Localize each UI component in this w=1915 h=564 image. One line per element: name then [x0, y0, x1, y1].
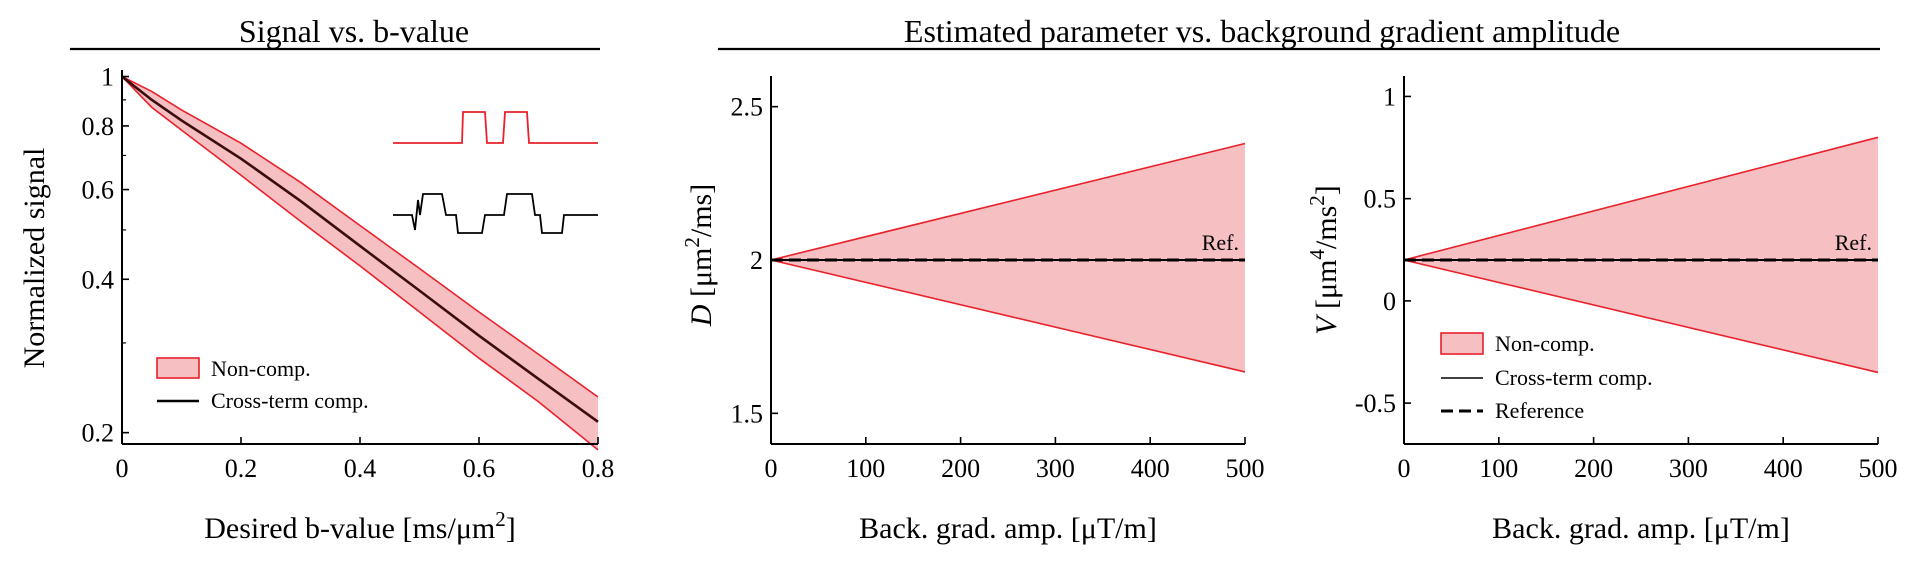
- chart-1: 0 0.2 0.4 0.6 0.80.20.40.60.81: [82, 63, 615, 483]
- x-tick-label: 300: [1669, 454, 1708, 483]
- ref-annotation: Ref.: [1202, 230, 1239, 255]
- waveform-comp: [393, 193, 598, 234]
- y-tick-label: 0.5: [1364, 185, 1397, 214]
- legend-1: Non-comp. Cross-term comp.: [156, 356, 369, 413]
- x-tick-label: 0.8: [582, 454, 615, 483]
- x-tick-label: 500: [1226, 454, 1265, 483]
- y-tick-label: 1: [1383, 82, 1396, 111]
- x-tick-label: 0.6: [463, 454, 496, 483]
- y-tick-label: 0.6: [82, 176, 115, 205]
- y-label-1: Normalized signal: [18, 148, 51, 369]
- band-upper-edge: [121, 75, 599, 398]
- chart-2: Ref. 0 100 200 300 400 500 1.5 2 2.5: [731, 76, 1265, 483]
- y-tick-label: 2: [750, 246, 763, 275]
- x-tick-label: 200: [941, 454, 980, 483]
- y-tick-label: 0.2: [82, 419, 115, 448]
- x-label-2: Back. grad. amp. [μT/m]: [859, 512, 1157, 545]
- legend-label-noncomp: Non-comp.: [1495, 331, 1595, 356]
- waveform-noncomp: [393, 111, 598, 144]
- y-tick-label: 1.5: [731, 399, 764, 428]
- y-label-2: D [μm2/ms]: [680, 184, 718, 327]
- x-tick-label: 100: [1479, 454, 1518, 483]
- x-tick-label: 400: [1764, 454, 1803, 483]
- chart-3: Ref. 0 100 200 300 400 500 -0.5 0 0.5 1: [1355, 76, 1898, 483]
- title-left: Signal vs. b-value: [239, 13, 469, 49]
- band-noncomp: [1404, 137, 1878, 373]
- ref-annotation: Ref.: [1835, 230, 1872, 255]
- x-tick-label: 300: [1036, 454, 1075, 483]
- legend-label-reference: Reference: [1495, 398, 1584, 423]
- x-tick-label: 0.4: [344, 454, 377, 483]
- titles: Signal vs. b-value Estimated parameter vs…: [70, 13, 1880, 51]
- x-tick-label: 400: [1131, 454, 1170, 483]
- x-tick-label: 100: [846, 454, 885, 483]
- x-tick-label: 0: [116, 454, 129, 483]
- legend-label-noncomp: Non-comp.: [211, 356, 311, 381]
- band-lower-edge: [770, 259, 1246, 373]
- band-noncomp: [122, 76, 598, 450]
- x-tick-label: 0: [1398, 454, 1411, 483]
- band-upper-edge: [770, 142, 1246, 261]
- axis-labels: Desired b-value [ms/μm2] Normalized signa…: [18, 148, 1790, 545]
- x-label-3: Back. grad. amp. [μT/m]: [1492, 512, 1790, 545]
- y-tick-label: 0: [1383, 287, 1396, 316]
- title-right: Estimated parameter vs. background gradi…: [904, 13, 1620, 49]
- legend-label-comp: Cross-term comp.: [211, 388, 369, 413]
- legend-swatch-noncomp: [156, 357, 200, 379]
- x-tick-label: 200: [1574, 454, 1613, 483]
- band-noncomp: [771, 143, 1245, 372]
- inset-waveforms: [393, 111, 598, 234]
- y-label-3: V [μm4/ms2]: [1305, 185, 1343, 335]
- band-lower-edge: [121, 75, 599, 451]
- legend-3: Non-comp. Cross-term comp. Reference: [1440, 331, 1653, 423]
- legend-swatch-noncomp: [1440, 332, 1484, 355]
- band-upper-edge: [1403, 136, 1879, 261]
- y-tick-label: 0.4: [82, 265, 115, 294]
- x-label-1: Desired b-value [ms/μm2]: [204, 507, 516, 545]
- x-tick-label: 0: [765, 454, 778, 483]
- y-tick-label: 1: [101, 63, 114, 92]
- y-tick-label: 0.8: [82, 112, 115, 141]
- y-tick-label: -0.5: [1355, 389, 1396, 418]
- line-crossterm-comp: [121, 75, 599, 423]
- band-lower-edge: [1403, 259, 1879, 374]
- x-tick-label: 500: [1859, 454, 1898, 483]
- x-tick-label: 0.2: [225, 454, 258, 483]
- legend-label-comp: Cross-term comp.: [1495, 365, 1653, 390]
- y-tick-label: 2.5: [731, 93, 764, 122]
